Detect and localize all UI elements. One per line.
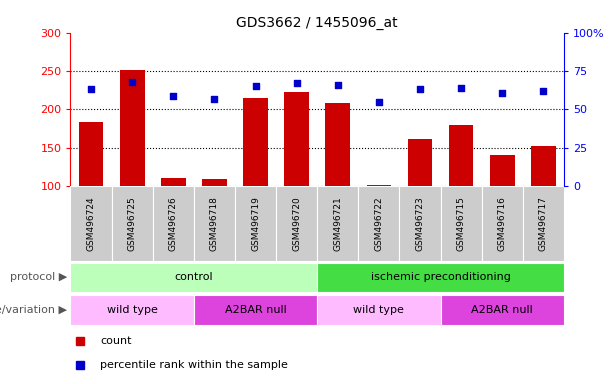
Bar	[202, 179, 227, 186]
Text: ischemic preconditioning: ischemic preconditioning	[371, 272, 511, 283]
Bar	[153, 186, 194, 261]
Point	[497, 89, 507, 96]
Text: GSM496715: GSM496715	[457, 196, 466, 251]
Bar	[441, 186, 482, 261]
Text: GSM496726: GSM496726	[169, 196, 178, 251]
Text: GSM496717: GSM496717	[539, 196, 548, 251]
Bar	[400, 186, 441, 261]
Text: GSM496722: GSM496722	[375, 196, 383, 251]
Bar	[318, 186, 359, 261]
Point	[456, 85, 466, 91]
Text: A2BAR null: A2BAR null	[471, 305, 533, 315]
Point	[251, 83, 261, 89]
Bar	[326, 103, 350, 186]
Point	[128, 79, 137, 85]
Text: percentile rank within the sample: percentile rank within the sample	[100, 360, 288, 370]
Point	[333, 82, 343, 88]
Bar	[194, 295, 318, 325]
Text: GSM496725: GSM496725	[128, 196, 137, 251]
Bar	[112, 186, 153, 261]
Bar	[490, 155, 514, 186]
Text: wild type: wild type	[107, 305, 158, 315]
Bar	[284, 92, 309, 186]
Point	[292, 80, 302, 86]
Bar	[70, 186, 112, 261]
Bar	[194, 186, 235, 261]
Point	[415, 86, 425, 93]
Text: wild type: wild type	[354, 305, 405, 315]
Title: GDS3662 / 1455096_at: GDS3662 / 1455096_at	[237, 16, 398, 30]
Bar	[449, 125, 473, 186]
Text: A2BAR null: A2BAR null	[225, 305, 286, 315]
Text: GSM496719: GSM496719	[251, 196, 260, 251]
Bar	[531, 146, 556, 186]
Point	[538, 88, 548, 94]
Bar	[367, 185, 391, 186]
Text: GSM496724: GSM496724	[86, 196, 96, 251]
Bar	[276, 186, 318, 261]
Bar	[318, 263, 564, 292]
Bar	[318, 295, 441, 325]
Bar	[161, 178, 186, 186]
Bar	[78, 122, 104, 186]
Bar	[243, 98, 268, 186]
Bar	[482, 186, 523, 261]
Bar	[70, 295, 194, 325]
Bar	[441, 295, 564, 325]
Text: GSM496721: GSM496721	[333, 196, 342, 251]
Bar	[120, 70, 145, 186]
Bar	[408, 139, 432, 186]
Text: count: count	[100, 336, 132, 346]
Point	[169, 93, 178, 99]
Text: GSM496716: GSM496716	[498, 196, 507, 251]
Text: control: control	[175, 272, 213, 283]
Point	[210, 96, 219, 102]
Bar	[235, 186, 276, 261]
Point	[86, 86, 96, 93]
Bar	[70, 263, 318, 292]
Text: genotype/variation ▶: genotype/variation ▶	[0, 305, 67, 315]
Text: GSM496723: GSM496723	[416, 196, 425, 251]
Bar	[523, 186, 564, 261]
Bar	[359, 186, 400, 261]
Text: GSM496718: GSM496718	[210, 196, 219, 251]
Text: protocol ▶: protocol ▶	[10, 272, 67, 283]
Text: GSM496720: GSM496720	[292, 196, 301, 251]
Point	[374, 99, 384, 105]
